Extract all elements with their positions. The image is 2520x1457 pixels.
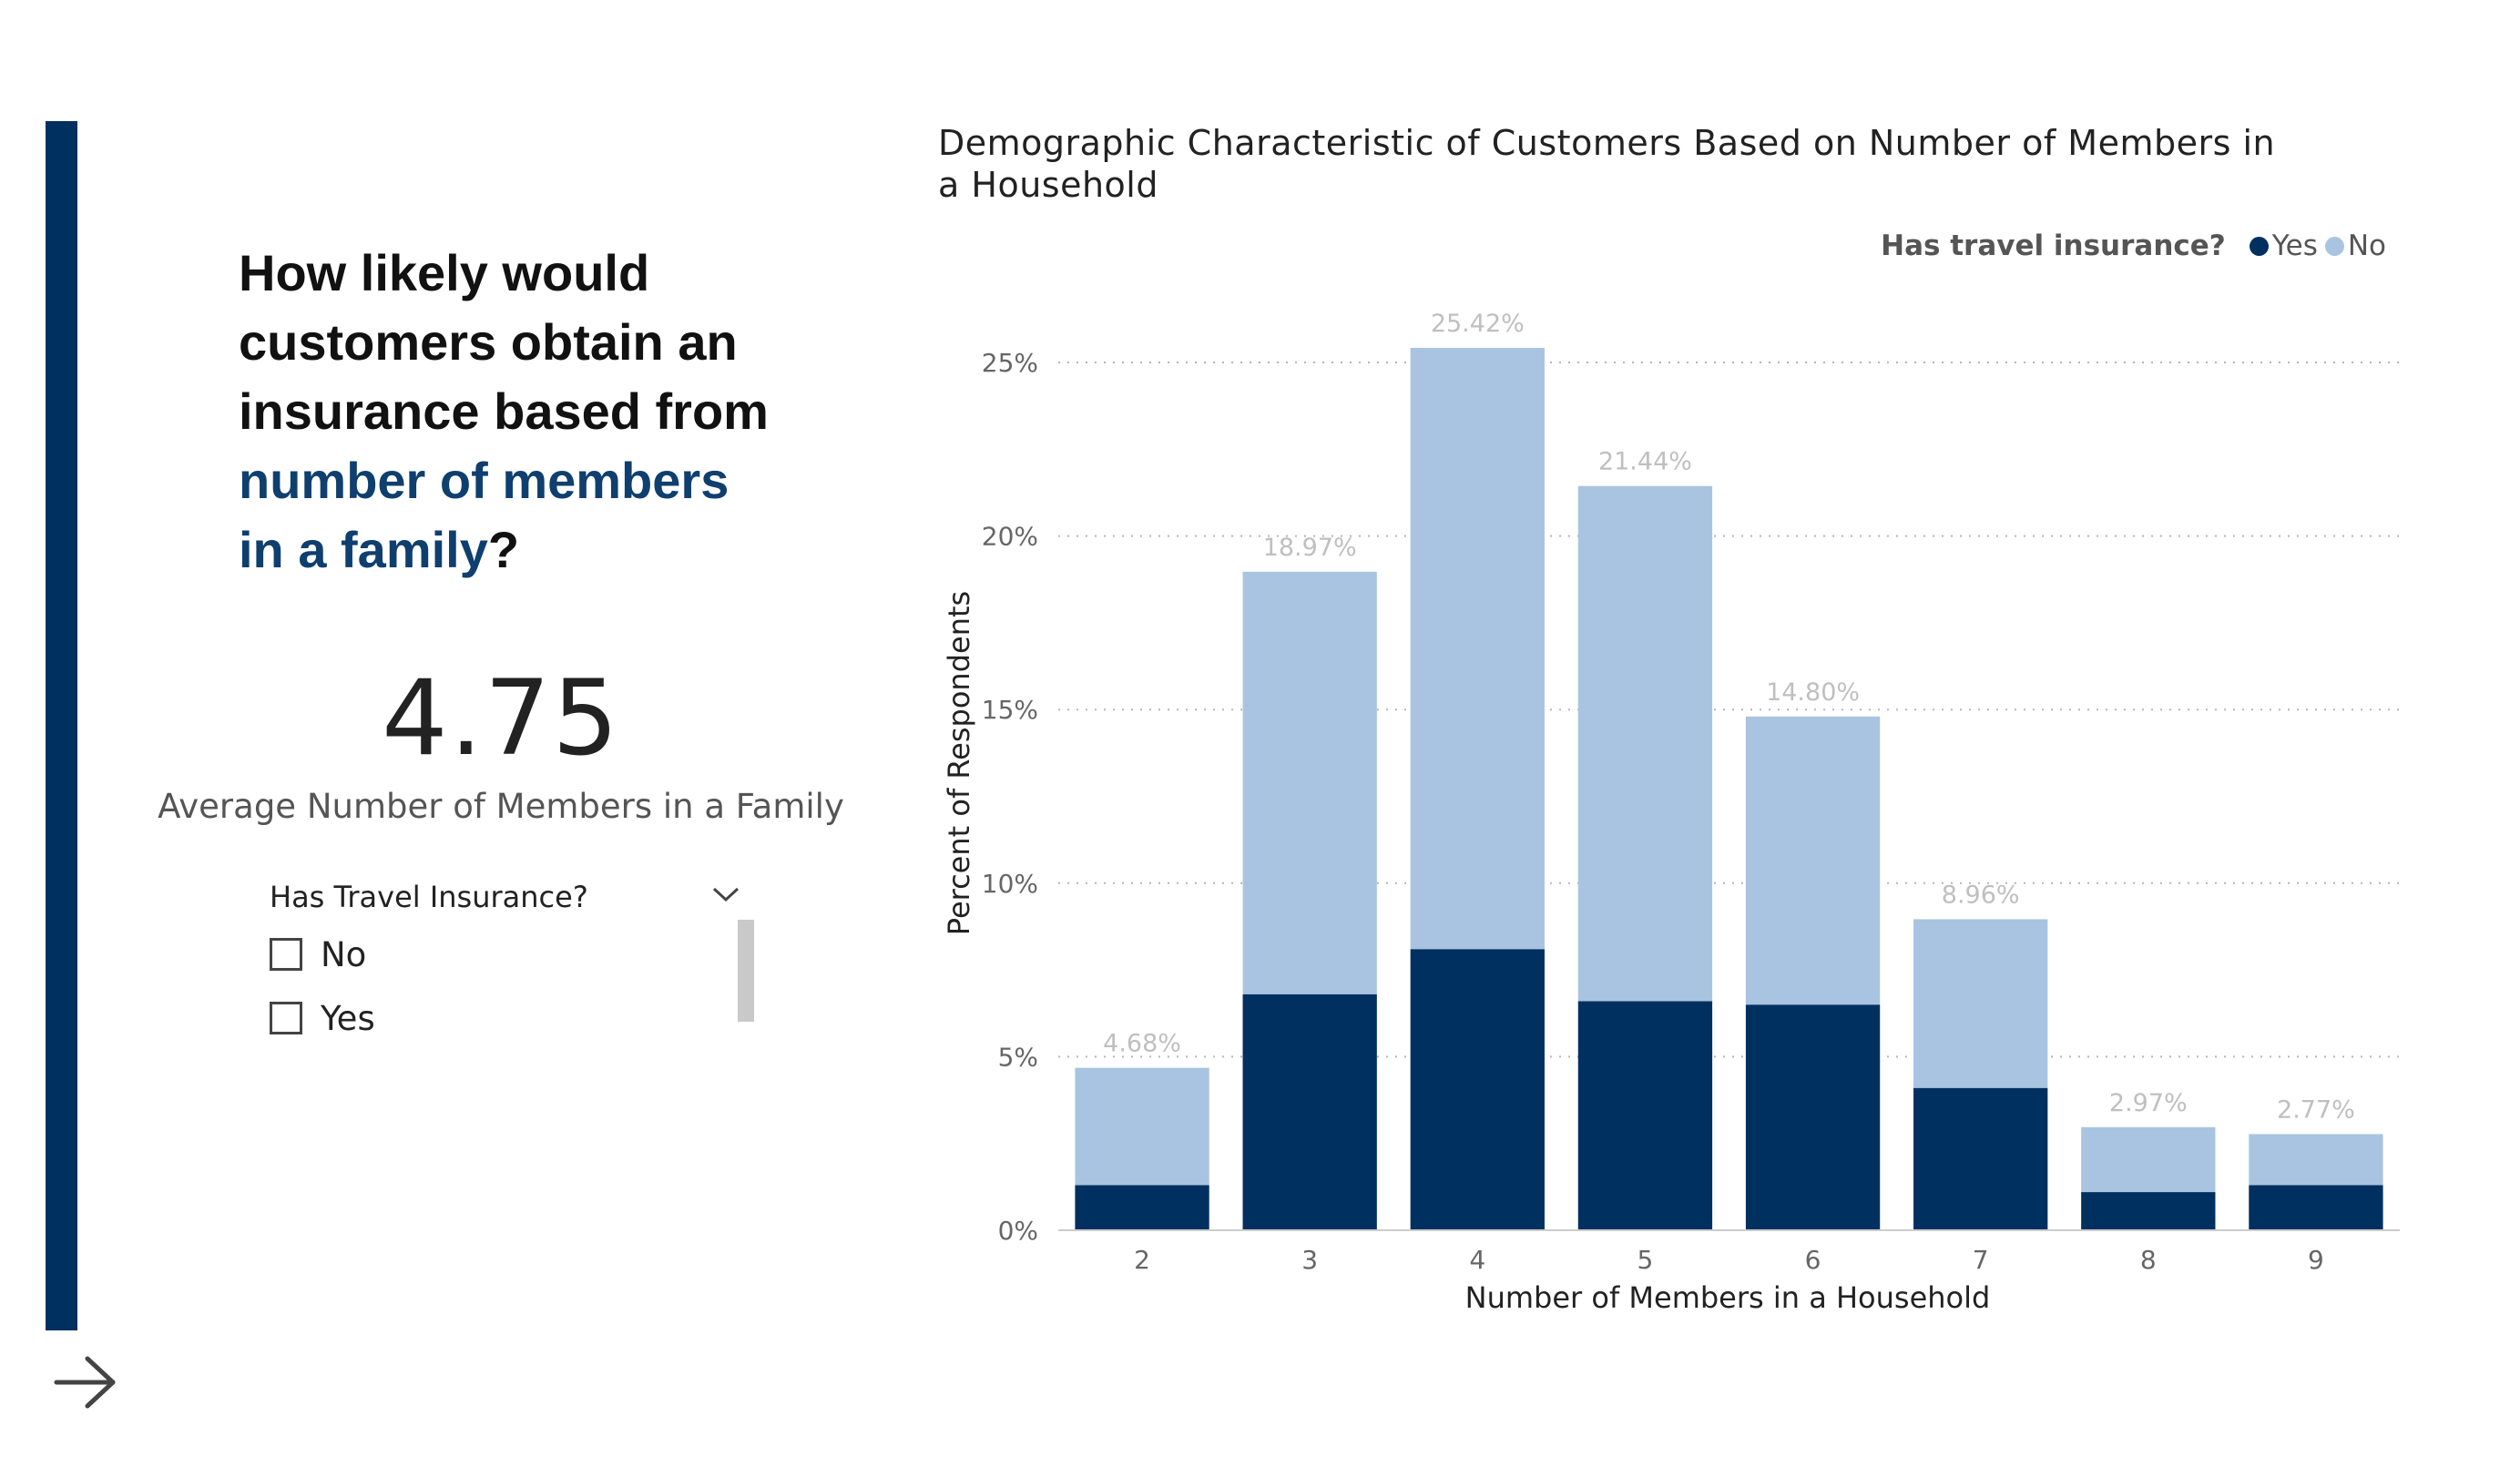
- x-tick-label: 3: [1301, 1245, 1318, 1275]
- bar-no-5[interactable]: [1577, 485, 1713, 1002]
- x-tick-label: 4: [1469, 1245, 1485, 1275]
- legend-label-yes: Yes: [2271, 229, 2318, 262]
- legend-dot-yes: [2249, 236, 2269, 256]
- bar-yes-4[interactable]: [1410, 949, 1545, 1230]
- x-tick-label: 2: [1134, 1245, 1150, 1275]
- y-tick-label: 15%: [982, 695, 1038, 725]
- bar-no-3[interactable]: [1242, 571, 1377, 994]
- question-heading: How likely would customers obtain an ins…: [239, 239, 821, 585]
- question-line-3: insurance based from: [239, 382, 769, 440]
- data-label: 14.80%: [1766, 678, 1860, 707]
- x-tick-label: 5: [1637, 1245, 1654, 1275]
- data-labels: 4.68% 18.97% 25.42% 21.44% 14.80% 8.96% 2.97% 2…: [1103, 310, 2355, 1124]
- chart-title: Demographic Characteristic of Customers …: [938, 123, 2276, 205]
- arrow-right-icon[interactable]: [53, 1355, 118, 1410]
- question-highlight-2: in a family: [239, 521, 488, 578]
- data-label: 21.44%: [1598, 448, 1692, 476]
- data-label: 8.96%: [1942, 881, 2020, 909]
- question-highlight-1: number of members: [239, 452, 729, 509]
- bar-no-8[interactable]: [2081, 1126, 2216, 1193]
- bar-yes-7[interactable]: [1913, 1087, 2048, 1230]
- legend-label-no: No: [2347, 229, 2386, 262]
- accent-bar: [46, 121, 77, 1330]
- kpi-value: 4.75: [382, 657, 620, 779]
- x-axis-title: Number of Members in a Household: [1465, 1280, 1991, 1315]
- kpi-label: Average Number of Members in a Family: [158, 787, 844, 826]
- bar-no-6[interactable]: [1745, 716, 1881, 1005]
- chevron-down-icon[interactable]: [710, 881, 741, 907]
- bar-no-9[interactable]: [2249, 1134, 2383, 1186]
- axes: 0% 5% 10% 15% 20% 25% 2 3 4 5 6 7 8 9: [982, 348, 2400, 1275]
- y-tick-label: 0%: [998, 1216, 1038, 1246]
- legend-item-yes[interactable]: Yes: [2249, 229, 2318, 262]
- legend-title: Has travel insurance?: [1881, 229, 2226, 262]
- legend-item-no[interactable]: No: [2324, 229, 2386, 262]
- chart-legend: Has travel insurance? Yes No: [1881, 229, 2386, 262]
- y-tick-label: 25%: [982, 348, 1038, 378]
- bar-no-7[interactable]: [1913, 919, 2048, 1088]
- bar-yes-9[interactable]: [2249, 1185, 2383, 1230]
- bar-yes-6[interactable]: [1745, 1004, 1881, 1230]
- slicer-option-label: No: [321, 934, 367, 974]
- slicer-option-no[interactable]: No: [270, 934, 366, 974]
- bar-yes-3[interactable]: [1242, 993, 1377, 1230]
- checkbox[interactable]: [270, 938, 302, 971]
- question-mark: ?: [487, 521, 520, 578]
- question-line-2: customers obtain an: [239, 313, 738, 371]
- data-label: 18.97%: [1263, 534, 1357, 562]
- x-tick-label: 7: [1973, 1245, 1989, 1275]
- bar-yes-2[interactable]: [1075, 1185, 1209, 1230]
- bar-no-4[interactable]: [1410, 347, 1545, 950]
- y-axis-title: Percent of Respondents: [942, 591, 976, 935]
- data-label: 25.42%: [1431, 310, 1525, 338]
- data-label: 4.68%: [1103, 1030, 1181, 1058]
- x-tick-label: 8: [2140, 1245, 2157, 1275]
- data-label: 2.97%: [2109, 1089, 2188, 1117]
- bar-yes-8[interactable]: [2081, 1192, 2216, 1230]
- slicer-option-yes[interactable]: Yes: [270, 998, 375, 1038]
- bar-no-2[interactable]: [1075, 1067, 1209, 1186]
- bars: [1075, 347, 2383, 1230]
- slicer-option-label: Yes: [321, 998, 375, 1038]
- legend-dot-no: [2324, 236, 2344, 256]
- slicer-scrollbar[interactable]: [738, 920, 754, 1022]
- data-label: 2.77%: [2277, 1095, 2355, 1124]
- y-tick-label: 10%: [982, 869, 1038, 899]
- y-tick-label: 20%: [982, 522, 1038, 552]
- bar-yes-5[interactable]: [1577, 1001, 1713, 1230]
- checkbox[interactable]: [270, 1002, 302, 1034]
- question-line-1: How likely would: [239, 244, 650, 301]
- y-tick-label: 5%: [998, 1042, 1038, 1072]
- x-tick-label: 6: [1805, 1245, 1821, 1275]
- x-tick-label: 9: [2308, 1245, 2324, 1275]
- slicer-title: Has Travel Insurance?: [270, 880, 588, 914]
